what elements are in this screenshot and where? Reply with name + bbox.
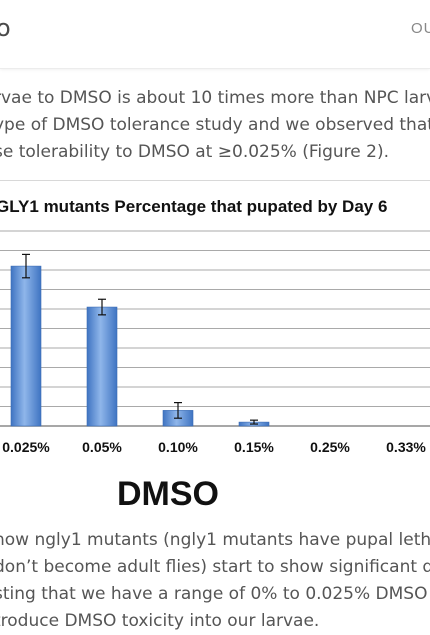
site-logo[interactable]: o: [0, 14, 11, 42]
paragraph-line: sting that we have a range of 0% to 0.02…: [0, 584, 430, 604]
paragraph-line: how ngly1 mutants (ngly1 mutants have pu…: [0, 530, 430, 550]
gridlines: [0, 230, 430, 427]
pupation-bar-chart: GLY1 mutants Percentage that pupated by …: [0, 180, 430, 521]
paragraph-line: rvae to DMSO is about 10 times more than…: [0, 88, 430, 108]
error-bars: [22, 253, 258, 425]
x-tick-label: 0.33%: [386, 439, 426, 455]
x-tick-label: 0.15%: [234, 439, 274, 455]
x-tick-label: 0.10%: [158, 439, 198, 455]
x-tick-label: 0.05%: [82, 439, 122, 455]
chart-canvas: GLY1 mutants Percentage that pupated by …: [0, 197, 430, 513]
paragraph-line: se tolerability to DMSO at ≥0.025% (Figu…: [0, 142, 390, 162]
bars: [10, 265, 270, 427]
paragraph-line: ype of DMSO tolerance study and we obser…: [0, 115, 430, 135]
conclusion-paragraph: how ngly1 mutants (ngly1 mutants have pu…: [0, 527, 430, 635]
site-header: o OU: [0, 0, 430, 69]
x-axis-title: DMSO: [117, 475, 219, 513]
x-tick-label: 0.25%: [310, 439, 350, 455]
bar: [86, 306, 118, 427]
paragraph-line: don’t become adult flies) start to show …: [0, 557, 430, 577]
chart-title: GLY1 mutants Percentage that pupated by …: [0, 197, 387, 216]
x-tick-label: 0.025%: [2, 439, 50, 455]
paragraph-line: troduce DMSO toxicity into our larvae.: [0, 611, 320, 631]
intro-paragraph: rvae to DMSO is about 10 times more than…: [0, 85, 430, 166]
x-tick-labels: 0.025% 0.05% 0.10% 0.15% 0.25% 0.33%: [2, 439, 426, 455]
nav-link-about[interactable]: OU: [411, 20, 430, 37]
bar: [10, 265, 42, 427]
